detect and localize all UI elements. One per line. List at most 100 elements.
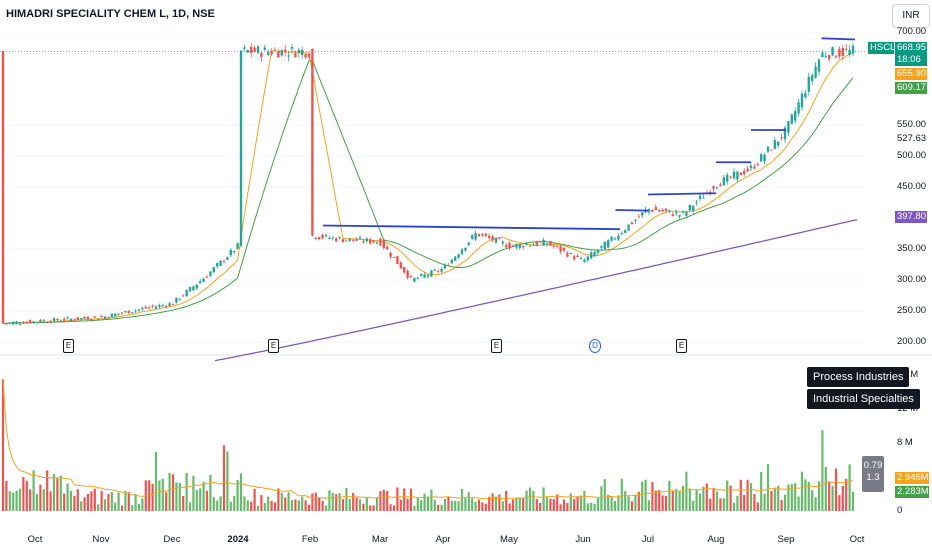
candle-body [403, 267, 406, 273]
volume-bar [386, 490, 389, 511]
volume-bar [549, 498, 552, 511]
candle-body [267, 51, 270, 55]
currency-button[interactable]: INR [892, 4, 930, 28]
symbol-title: HIMADRI SPECIALITY CHEM L, 1D, NSE [6, 8, 215, 20]
candle-body [807, 76, 810, 92]
candle-body [90, 319, 93, 321]
volume-bar [369, 505, 372, 511]
volume-bar [790, 484, 793, 511]
industry-tag-process[interactable]: Process Industries [807, 367, 910, 387]
volume-bar [535, 499, 538, 511]
candle-body [766, 146, 770, 152]
volume-bar [760, 471, 763, 511]
volume-bar [403, 488, 406, 511]
volume-bar [501, 501, 504, 511]
candle-body [192, 286, 195, 291]
candle-body [100, 316, 103, 318]
volume-bar [284, 497, 287, 511]
candle-body [76, 317, 79, 320]
candle-body [828, 55, 831, 60]
volume-bar [702, 486, 705, 511]
volume-bar [25, 480, 28, 511]
volume-bar [579, 495, 583, 511]
candle-body [773, 140, 776, 149]
industry-tag-specialties[interactable]: Industrial Specialties [807, 389, 920, 409]
candle-body [450, 259, 453, 264]
candle-body [148, 307, 151, 309]
candle-body [488, 235, 491, 238]
volume-bar [406, 498, 409, 511]
volume-bar [736, 495, 739, 511]
volume-bar [811, 490, 814, 511]
candle-body [12, 322, 15, 325]
volume-bar [124, 491, 127, 511]
volume-bar [807, 481, 810, 511]
volume-bar [824, 467, 827, 511]
x-tick-label: Oct [849, 534, 865, 545]
candle-body [726, 174, 729, 182]
volume-bar [324, 505, 328, 511]
earnings-marker[interactable]: E [676, 339, 687, 353]
candle-body [845, 48, 848, 50]
volume-bar [168, 472, 171, 511]
volume-bar [372, 505, 375, 511]
volume-bar [202, 481, 205, 511]
candle-body [314, 237, 317, 239]
earnings-marker[interactable]: E [268, 339, 279, 353]
candle-body [321, 234, 324, 239]
volume-bar [137, 503, 141, 511]
volume-bar [440, 504, 443, 511]
volume-bar [613, 500, 617, 511]
candle-body [304, 53, 307, 58]
volume-bar [460, 488, 464, 511]
volume-bar [474, 501, 477, 511]
volume-bar [763, 493, 766, 511]
volume-bar [311, 493, 314, 511]
volume-bar [719, 498, 722, 511]
volume-bar [188, 502, 192, 511]
candle-body [294, 53, 297, 58]
x-tick-label: Apr [435, 534, 451, 545]
volume-bar [756, 502, 759, 511]
candle-body [83, 317, 86, 319]
volume-bar [151, 484, 154, 511]
candle-body [851, 45, 855, 54]
candle-body [535, 241, 538, 246]
volume-bar [505, 490, 508, 511]
candle-body [443, 264, 447, 269]
candle-body [372, 240, 375, 243]
grid-lines [0, 31, 932, 356]
volume-bar [848, 464, 851, 511]
volume-bar [668, 480, 671, 511]
volume-bar [494, 496, 498, 511]
volume-bar [457, 501, 460, 511]
volume-bars [1, 379, 855, 511]
candle-body [379, 238, 382, 246]
candle-body [559, 246, 562, 252]
candle-body [25, 321, 28, 323]
candle-body [447, 265, 450, 267]
earnings-marker[interactable]: E [491, 339, 502, 353]
candle-body [600, 245, 603, 248]
candle-body [324, 234, 328, 236]
volume-bar [831, 486, 834, 511]
candle-body [743, 170, 746, 175]
volume-bar [675, 488, 678, 511]
candle-body [263, 47, 266, 51]
volume-bar [280, 492, 283, 511]
volume-ratio-box: 0.79 1.3 [862, 456, 884, 492]
earnings-marker[interactable]: E [63, 339, 74, 353]
candle-body [675, 212, 678, 214]
volume-bar [219, 496, 222, 511]
dividend-marker[interactable]: D [589, 339, 601, 353]
candle-body [658, 209, 661, 212]
volume-bar [661, 495, 664, 511]
candle-body [219, 260, 222, 266]
candle-body [804, 93, 807, 98]
volume-bar [389, 504, 392, 511]
symbol-tag: HSCL [868, 42, 896, 54]
candle-body [736, 171, 739, 180]
volume-bar [450, 501, 453, 511]
candle-body [131, 312, 134, 314]
volume-bar [498, 494, 501, 511]
